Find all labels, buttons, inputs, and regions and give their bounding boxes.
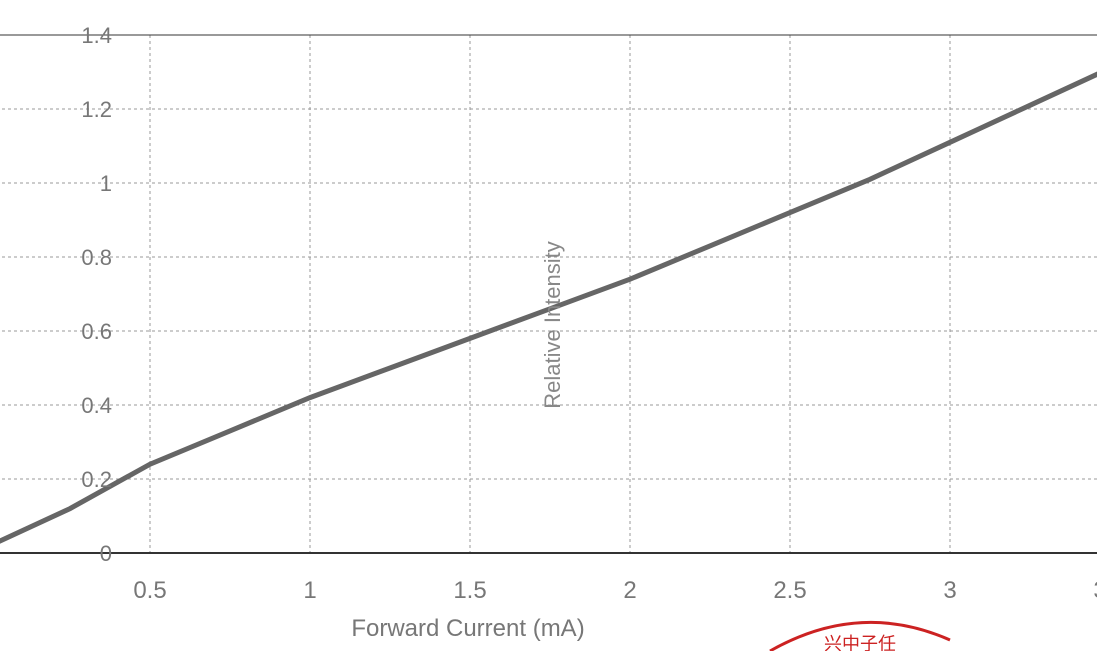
- x-tick-label: 3.5: [1093, 577, 1097, 604]
- x-tick-label: 2: [623, 577, 636, 604]
- x-tick-label: 0.5: [133, 577, 166, 604]
- series-group: [0, 71, 1097, 544]
- stamp-arc: [769, 620, 951, 653]
- x-tick-label: 2.5: [773, 577, 806, 604]
- x-tick-label: 1: [303, 577, 316, 604]
- y-tick-label: 1: [100, 171, 112, 196]
- y-tick-label: 0.8: [81, 245, 112, 270]
- y-tick-label: 0: [100, 541, 112, 566]
- stamp: 兴中子任: [769, 620, 951, 654]
- y-tick-label: 1.2: [81, 97, 112, 122]
- x-tick-label: 3: [943, 577, 956, 604]
- y-axis-label: Relative Intensity: [540, 241, 565, 409]
- y-tick-label: 1.4: [81, 23, 112, 48]
- y-tick-label: 0.4: [81, 393, 112, 418]
- series-line: [0, 71, 1097, 544]
- x-axis-label: Forward Current (mA): [351, 615, 584, 642]
- x-tick-label: 1.5: [453, 577, 486, 604]
- axes: [0, 34, 1097, 554]
- tick-labels: 00.511.522.533.500.20.40.60.811.21.4: [81, 23, 1097, 604]
- stamp-text: 兴中子任: [824, 634, 896, 651]
- y-tick-label: 0.6: [81, 319, 112, 344]
- y-tick-label: 0.2: [81, 467, 112, 492]
